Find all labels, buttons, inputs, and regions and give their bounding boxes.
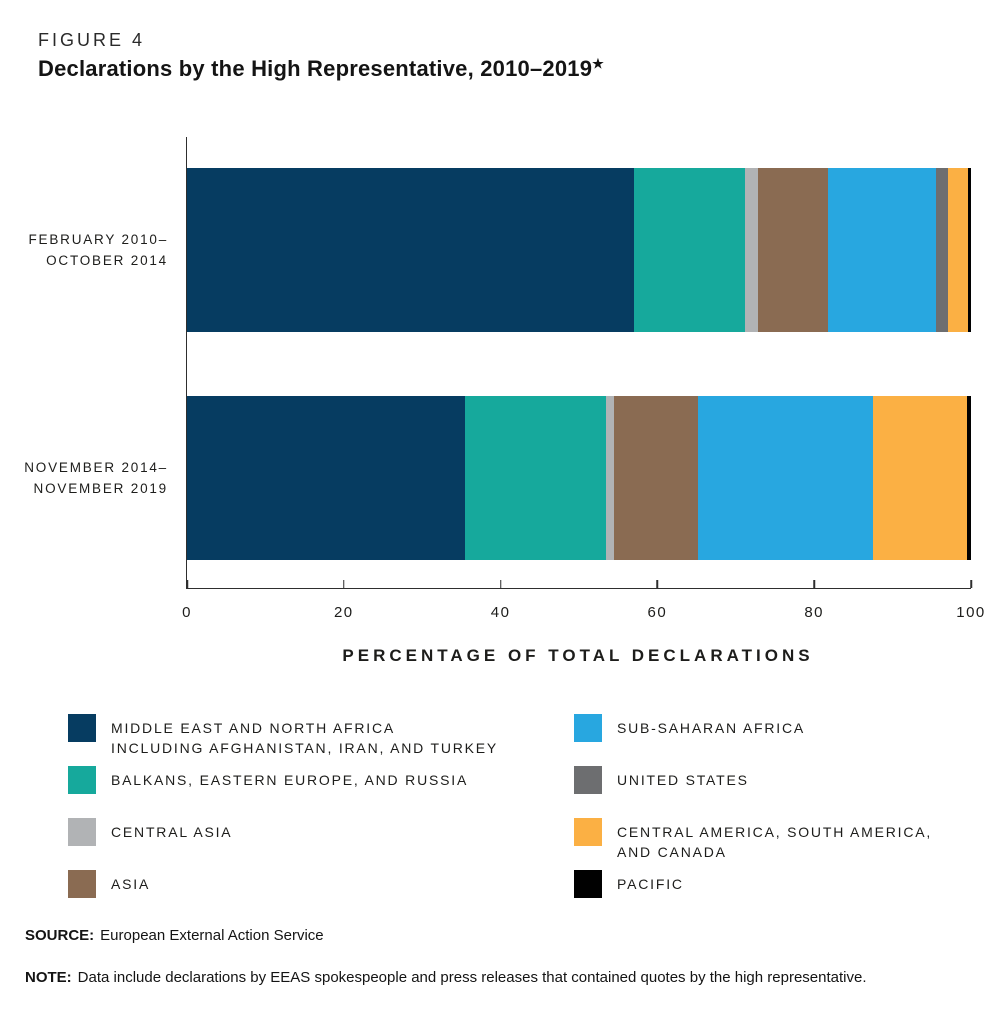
bar-segment <box>698 396 873 560</box>
chart-title-text: Declarations by the High Representative,… <box>38 56 593 81</box>
bar-segment <box>605 396 615 560</box>
legend-swatch <box>68 818 96 846</box>
legend-label: MIDDLE EAST AND NORTH AFRICA INCLUDING AF… <box>111 714 498 758</box>
note-line: NOTE: Data include declarations by EEAS s… <box>25 969 867 986</box>
chart-title-star: ★ <box>592 56 604 71</box>
category-label-line: OCTOBER 2014 <box>46 253 168 268</box>
note-label: NOTE: <box>25 969 72 986</box>
source-label: SOURCE: <box>25 927 95 944</box>
legend-item: PACIFIC <box>574 870 978 922</box>
legend-label-line: CENTRAL AMERICA, SOUTH AMERICA, <box>617 824 933 840</box>
legend-label: BALKANS, EASTERN EUROPE, AND RUSSIA <box>111 766 468 790</box>
legend-label-line: BALKANS, EASTERN EUROPE, AND RUSSIA <box>111 772 469 788</box>
legend-swatch <box>574 714 602 742</box>
bar-segment <box>745 168 758 332</box>
legend-swatch <box>68 870 96 898</box>
legend-label-line: INCLUDING AFGHANISTAN, IRAN, AND TURKEY <box>111 740 499 756</box>
bar-segment <box>967 396 971 560</box>
legend-label: UNITED STATES <box>617 766 749 790</box>
source-line: SOURCE: European External Action Service <box>25 927 324 944</box>
legend-label: SUB-SAHARAN AFRICA <box>617 714 805 738</box>
category-label-line: FEBRUARY 2010– <box>28 232 168 247</box>
legend-label-line: AND CANADA <box>617 844 727 860</box>
figure-label: FIGURE 4 <box>38 30 146 50</box>
x-axis-tick <box>343 580 345 588</box>
x-axis-tick-label: 40 <box>490 604 511 621</box>
legend-label-line: UNITED STATES <box>617 772 749 788</box>
x-axis-tick-label: 0 <box>182 604 192 621</box>
plot-area: 0 20 40 60 80 100 <box>182 137 984 621</box>
legend-item: SUB-SAHARAN AFRICA <box>574 714 978 766</box>
source-text: European External Action Service <box>100 927 324 944</box>
bar-segment <box>465 396 606 560</box>
legend: MIDDLE EAST AND NORTH AFRICA INCLUDING AF… <box>68 714 978 922</box>
legend-item: CENTRAL ASIA <box>68 818 574 870</box>
x-axis-tick <box>656 580 659 588</box>
legend-swatch <box>68 766 96 794</box>
legend-label-line: SUB-SAHARAN AFRICA <box>617 720 805 736</box>
legend-label-line: ASIA <box>111 876 151 892</box>
chart-title: Declarations by the High Representative,… <box>38 56 604 82</box>
x-axis-tick <box>186 580 188 588</box>
legend-swatch <box>574 766 602 794</box>
bar-segment <box>187 396 466 560</box>
legend-swatch <box>574 818 602 846</box>
bar-segment <box>187 168 634 332</box>
legend-item: MIDDLE EAST AND NORTH AFRICA INCLUDING AF… <box>68 714 574 766</box>
bar-row <box>187 168 971 332</box>
legend-label: PACIFIC <box>617 870 684 894</box>
x-axis-tick-label: 80 <box>804 604 825 621</box>
x-axis-title: PERCENTAGE OF TOTAL DECLARATIONS <box>342 646 814 665</box>
category-label-line: NOVEMBER 2019 <box>33 481 168 496</box>
legend-label: CENTRAL AMERICA, SOUTH AMERICA, AND CANAD… <box>617 818 932 862</box>
legend-label-line: MIDDLE EAST AND NORTH AFRICA <box>111 720 396 736</box>
category-label-line: NOVEMBER 2014– <box>24 460 168 475</box>
bar-segment <box>948 168 968 332</box>
x-axis-tick <box>970 580 972 588</box>
legend-item: CENTRAL AMERICA, SOUTH AMERICA, AND CANAD… <box>574 818 978 870</box>
legend-item: UNITED STATES <box>574 766 978 818</box>
legend-label: CENTRAL ASIA <box>111 818 232 842</box>
legend-item: ASIA <box>68 870 574 922</box>
legend-label-line: PACIFIC <box>617 876 684 892</box>
bar-segment <box>872 396 968 560</box>
category-label: NOVEMBER 2014– NOVEMBER 2019 <box>8 457 168 499</box>
bar-segment <box>614 396 699 560</box>
legend-label: ASIA <box>111 870 150 894</box>
bar-segment <box>828 168 936 332</box>
note-text: Data include declarations by EEAS spokes… <box>77 969 867 986</box>
bar-segment <box>935 168 949 332</box>
bar-segment <box>967 168 971 332</box>
legend-item: BALKANS, EASTERN EUROPE, AND RUSSIA <box>68 766 574 818</box>
x-axis-tick-label: 60 <box>647 604 668 621</box>
x-axis-tick-label: 20 <box>333 604 354 621</box>
x-axis-tick-label: 100 <box>956 604 986 621</box>
x-axis-tick <box>813 580 815 588</box>
bar-segment <box>633 168 746 332</box>
bar-row <box>187 396 971 560</box>
legend-swatch <box>68 714 96 742</box>
legend-swatch <box>574 870 602 898</box>
x-axis-tick <box>499 580 502 588</box>
category-label: FEBRUARY 2010– OCTOBER 2014 <box>8 229 168 271</box>
bar-segment <box>757 168 829 332</box>
legend-label-line: CENTRAL ASIA <box>111 824 233 840</box>
